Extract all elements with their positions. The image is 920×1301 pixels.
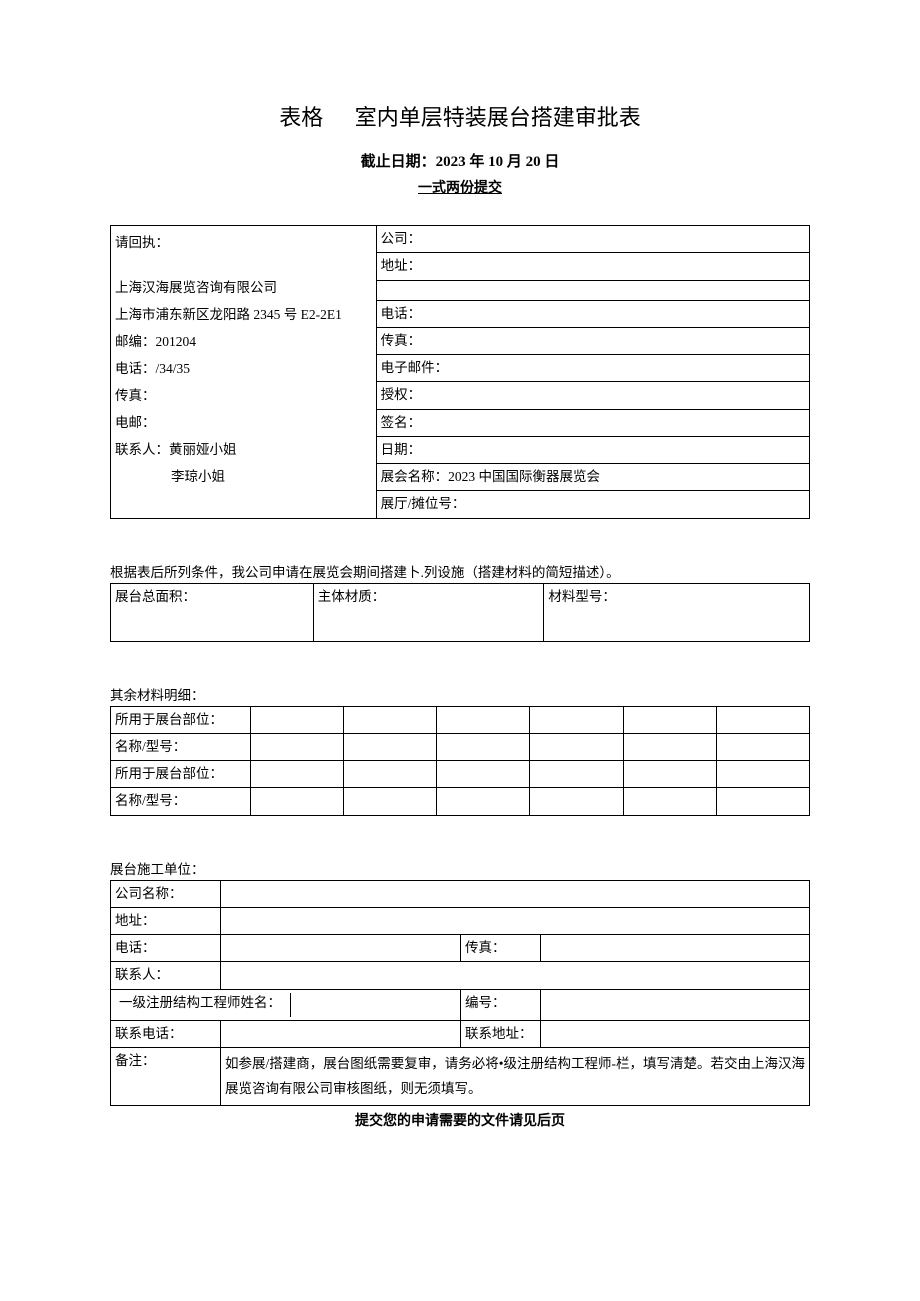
materials-cell[interactable] [623, 733, 716, 760]
materials-row-label: 所用于展台部位： [111, 706, 251, 733]
form-title: 室内单层特装展台搭建审批表 [355, 105, 641, 130]
materials-cell[interactable] [250, 761, 343, 788]
materials-cell[interactable] [250, 788, 343, 815]
copies-note: 一式两份提交 [110, 177, 810, 197]
materials-cell[interactable] [623, 788, 716, 815]
expo-name-row: 展会名称：2023 中国国际衡器展览会 [377, 464, 809, 491]
applicant-date-label: 日期： [377, 436, 809, 463]
materials-cell[interactable] [343, 706, 436, 733]
recipient-contact1: 联系人：黄丽娅小姐 [115, 436, 372, 463]
engineer-no-value[interactable] [541, 989, 810, 1020]
contractor-phone-label: 电话： [111, 935, 221, 962]
recipient-fax: 传真： [115, 382, 372, 409]
deadline-line: 截止日期：2023 年 10 月 20 日 [110, 150, 810, 171]
materials-cell[interactable] [437, 761, 530, 788]
engineer-name-value[interactable] [290, 993, 456, 1017]
recipient-postcode: 邮编：201204 [115, 328, 372, 355]
materials-cell[interactable] [716, 788, 809, 815]
applicant-company-label: 公司： [377, 226, 809, 253]
materials-row-label: 所用于展台部位： [111, 761, 251, 788]
applicant-phone-label: 电话： [377, 300, 809, 327]
recipient-email: 电邮： [115, 409, 372, 436]
materials-table: 所用于展台部位： 名称/型号： 所用于展台部位： 名称/型号： [110, 706, 810, 816]
footer-note: 提交您的申请需要的文件请见后页 [110, 1110, 810, 1130]
applicant-auth-label: 授权： [377, 382, 809, 409]
materials-cell[interactable] [530, 733, 623, 760]
contractor-address-value[interactable] [221, 907, 810, 934]
applicant-sign-label: 签名： [377, 409, 809, 436]
deadline-date: 2023 年 10 月 20 日 [436, 154, 560, 170]
materials-cell[interactable] [343, 788, 436, 815]
contractor-fax-value[interactable] [541, 935, 810, 962]
materials-cell[interactable] [530, 761, 623, 788]
recipient-phone: 电话：/34/35 [115, 355, 372, 382]
materials-cell[interactable] [530, 706, 623, 733]
materials-cell[interactable] [343, 733, 436, 760]
materials-row-label: 名称/型号： [111, 733, 251, 760]
recipient-contact2: 李琼小姐 [115, 463, 372, 490]
engineer-row: 一级注册结构工程师姓名： [111, 989, 461, 1020]
applicant-address-value[interactable] [377, 280, 809, 300]
total-area-cell[interactable]: 展台总面积： [111, 583, 314, 641]
materials-cell[interactable] [250, 733, 343, 760]
engineer-name-label: 一级注册结构工程师姓名： [115, 993, 290, 1017]
materials-cell[interactable] [716, 733, 809, 760]
header-table: 请回执： 上海汉海展览咨询有限公司 上海市浦东新区龙阳路 2345 号 E2-2… [110, 225, 810, 519]
recipient-address: 上海市浦东新区龙阳路 2345 号 E2-2E1 [115, 301, 372, 328]
remark-text: 如参展/搭建商，展台图纸需要复审，请务必将•级注册结构工程师-栏，填写清楚。若交… [221, 1047, 810, 1105]
materials-cell[interactable] [250, 706, 343, 733]
contractor-table: 公司名称： 地址： 电话： 传真： 联系人： 一级注册结构工程师姓名： 编号： … [110, 880, 810, 1107]
materials-cell[interactable] [437, 706, 530, 733]
deadline-prefix: 截止日期： [361, 154, 436, 170]
title-row: 表格 室内单层特装展台搭建审批表 [110, 100, 810, 132]
form-label: 表格 [279, 105, 323, 130]
materials-cell[interactable] [437, 788, 530, 815]
facility-intro: 根据表后所列条件，我公司申请在展览会期间搭建卜.列设施（搭建材料的简短描述）。 [110, 561, 810, 581]
contact-phone-value[interactable] [221, 1020, 461, 1047]
contractor-company-label: 公司名称： [111, 880, 221, 907]
contractor-phone-value[interactable] [221, 935, 461, 962]
applicant-fax-label: 传真： [377, 327, 809, 354]
materials-cell[interactable] [437, 733, 530, 760]
materials-cell[interactable] [623, 761, 716, 788]
contractor-heading: 展台施工单位： [110, 858, 810, 878]
materials-cell[interactable] [716, 706, 809, 733]
applicant-email-label: 电子邮件： [377, 355, 809, 382]
applicant-address-label: 地址： [377, 253, 809, 280]
materials-heading: 其余材料明细： [110, 684, 810, 704]
applicant-block: 公司： 地址： 电话： 传真： 电子邮件： 授权： 签名： 日期： 展会名称：2… [376, 226, 809, 519]
engineer-no-label: 编号： [461, 989, 541, 1020]
material-model-cell[interactable]: 材料型号： [544, 583, 810, 641]
materials-cell[interactable] [343, 761, 436, 788]
recipient-company: 上海汉海展览咨询有限公司 [115, 274, 372, 301]
main-material-cell[interactable]: 主体材质： [313, 583, 544, 641]
hall-booth-label: 展厅/摊位号： [377, 491, 809, 518]
contractor-address-label: 地址： [111, 907, 221, 934]
contractor-company-value[interactable] [221, 880, 810, 907]
contact-phone-label: 联系电话： [111, 1020, 221, 1047]
contractor-fax-label: 传真： [461, 935, 541, 962]
receipt-label: 请回执： [115, 229, 372, 256]
remark-label: 备注： [111, 1047, 221, 1105]
materials-cell[interactable] [716, 761, 809, 788]
contractor-contact-value[interactable] [221, 962, 810, 989]
materials-row-label: 名称/型号： [111, 788, 251, 815]
materials-cell[interactable] [530, 788, 623, 815]
contractor-contact-label: 联系人： [111, 962, 221, 989]
contact-address-value[interactable] [541, 1020, 810, 1047]
contact-address-label: 联系地址： [461, 1020, 541, 1047]
facility-table: 展台总面积： 主体材质： 材料型号： [110, 583, 810, 642]
materials-cell[interactable] [623, 706, 716, 733]
receipt-block: 请回执： 上海汉海展览咨询有限公司 上海市浦东新区龙阳路 2345 号 E2-2… [111, 226, 377, 519]
